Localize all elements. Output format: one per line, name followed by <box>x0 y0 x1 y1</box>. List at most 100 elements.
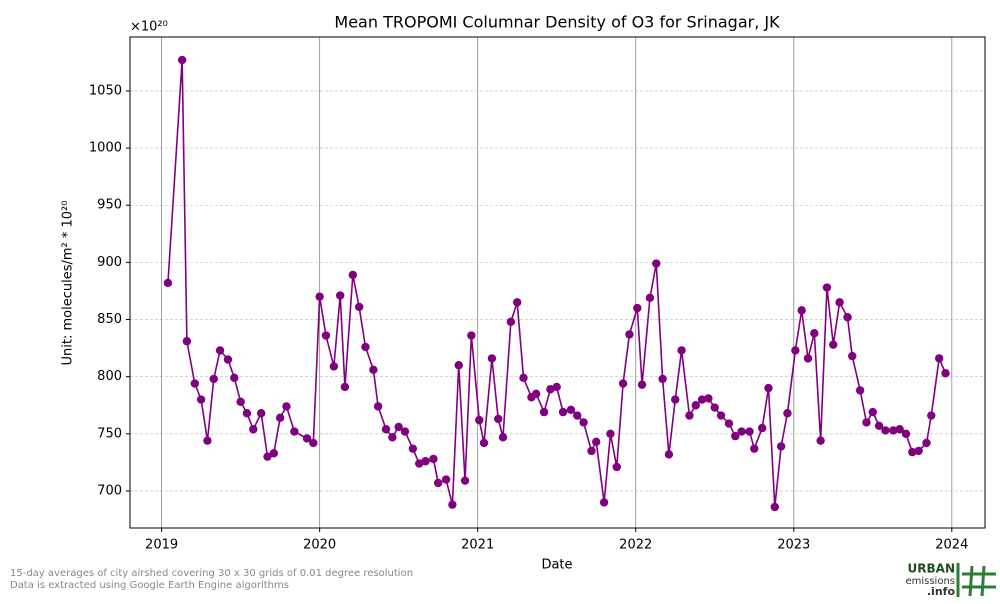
data-point <box>329 362 339 371</box>
data-point <box>275 413 285 423</box>
data-point <box>421 457 430 466</box>
data-point <box>433 478 443 488</box>
data-point <box>633 303 642 313</box>
data-point <box>369 365 378 375</box>
data-point <box>803 354 813 363</box>
data-point <box>236 397 245 407</box>
data-point <box>816 436 825 445</box>
data-point <box>506 317 516 327</box>
data-point <box>745 427 754 436</box>
data-point <box>862 418 871 427</box>
data-point <box>361 342 370 352</box>
data-point <box>373 402 383 411</box>
data-point <box>302 434 312 443</box>
data-point <box>566 405 576 415</box>
data-point <box>927 411 936 420</box>
data-point <box>922 438 931 448</box>
data-point <box>512 298 522 307</box>
data-point <box>908 447 917 457</box>
data-point <box>290 427 299 436</box>
data-point <box>724 419 734 428</box>
data-point <box>552 382 561 392</box>
data-point <box>448 500 457 509</box>
data-point <box>750 444 759 453</box>
data-point <box>531 389 541 399</box>
data-point <box>441 475 451 484</box>
data-point <box>269 449 279 458</box>
data-point <box>587 446 596 456</box>
data-point <box>716 411 726 420</box>
data-point <box>868 407 877 417</box>
data-point <box>895 425 904 434</box>
data-point <box>215 346 225 355</box>
y-tick-label: 850 <box>97 312 122 327</box>
data-point <box>460 476 470 485</box>
data-point <box>783 409 792 418</box>
x-tick-label: 2024 <box>935 538 968 553</box>
data-point <box>579 418 588 427</box>
data-point <box>163 278 173 288</box>
data-point <box>658 374 667 384</box>
data-point <box>645 293 655 303</box>
data-point <box>454 361 463 370</box>
x-tick-label: 2020 <box>303 538 336 553</box>
data-point <box>573 411 582 420</box>
data-point <box>889 426 898 435</box>
logo: URBAN emissions .info <box>905 562 996 598</box>
data-point <box>354 302 364 312</box>
data-point <box>757 423 767 433</box>
data-point <box>848 351 857 361</box>
data-point <box>810 329 819 338</box>
data-point <box>487 354 497 363</box>
data-point <box>467 331 476 340</box>
data-point <box>731 431 740 441</box>
data-point <box>691 401 700 410</box>
data-point <box>182 337 192 346</box>
data-point <box>901 429 911 439</box>
data-point <box>388 433 397 442</box>
y-tick-label: 900 <box>97 255 122 270</box>
data-point <box>874 421 884 431</box>
data-point <box>671 395 680 404</box>
data-point <box>612 462 621 472</box>
data-point <box>652 259 661 268</box>
data-point <box>704 394 713 403</box>
data-point <box>223 355 233 364</box>
data-point <box>177 55 187 65</box>
data-point <box>429 454 438 464</box>
data-point <box>340 382 350 392</box>
logo-text: .info <box>927 585 956 598</box>
chart-title: Mean TROPOMI Columnar Density of O3 for … <box>334 13 780 32</box>
y-offset-label: ×10²⁰ <box>130 20 168 35</box>
data-point <box>256 409 266 418</box>
x-tick-label: 2022 <box>619 538 652 553</box>
footnote: 15-day averages of city airshed covering… <box>10 568 413 579</box>
data-point <box>558 407 568 417</box>
data-point <box>697 395 707 404</box>
y-axis-label: Unit: molecules/m² * 10²⁰ <box>61 201 76 366</box>
data-point <box>394 422 403 432</box>
logo-icon <box>956 563 996 597</box>
data-point <box>843 313 852 322</box>
logo-text: emissions <box>905 576 955 587</box>
data-point <box>282 402 291 411</box>
x-tick-label: 2019 <box>145 538 178 553</box>
data-point <box>599 498 609 507</box>
series-line <box>167 60 947 508</box>
data-point <box>400 427 410 436</box>
data-point <box>677 346 686 355</box>
data-point <box>776 442 786 451</box>
data-point <box>855 386 865 395</box>
x-tick-label: 2021 <box>461 538 494 553</box>
data-point <box>539 407 549 417</box>
data-point <box>415 459 424 468</box>
data-point <box>519 373 528 383</box>
data-point <box>764 383 773 393</box>
data-point <box>835 298 844 307</box>
data-point <box>230 373 239 383</box>
data-point <box>592 437 601 447</box>
y-tick-label: 1050 <box>89 83 122 98</box>
logo-text: URBAN <box>908 562 955 576</box>
data-point <box>249 425 258 434</box>
